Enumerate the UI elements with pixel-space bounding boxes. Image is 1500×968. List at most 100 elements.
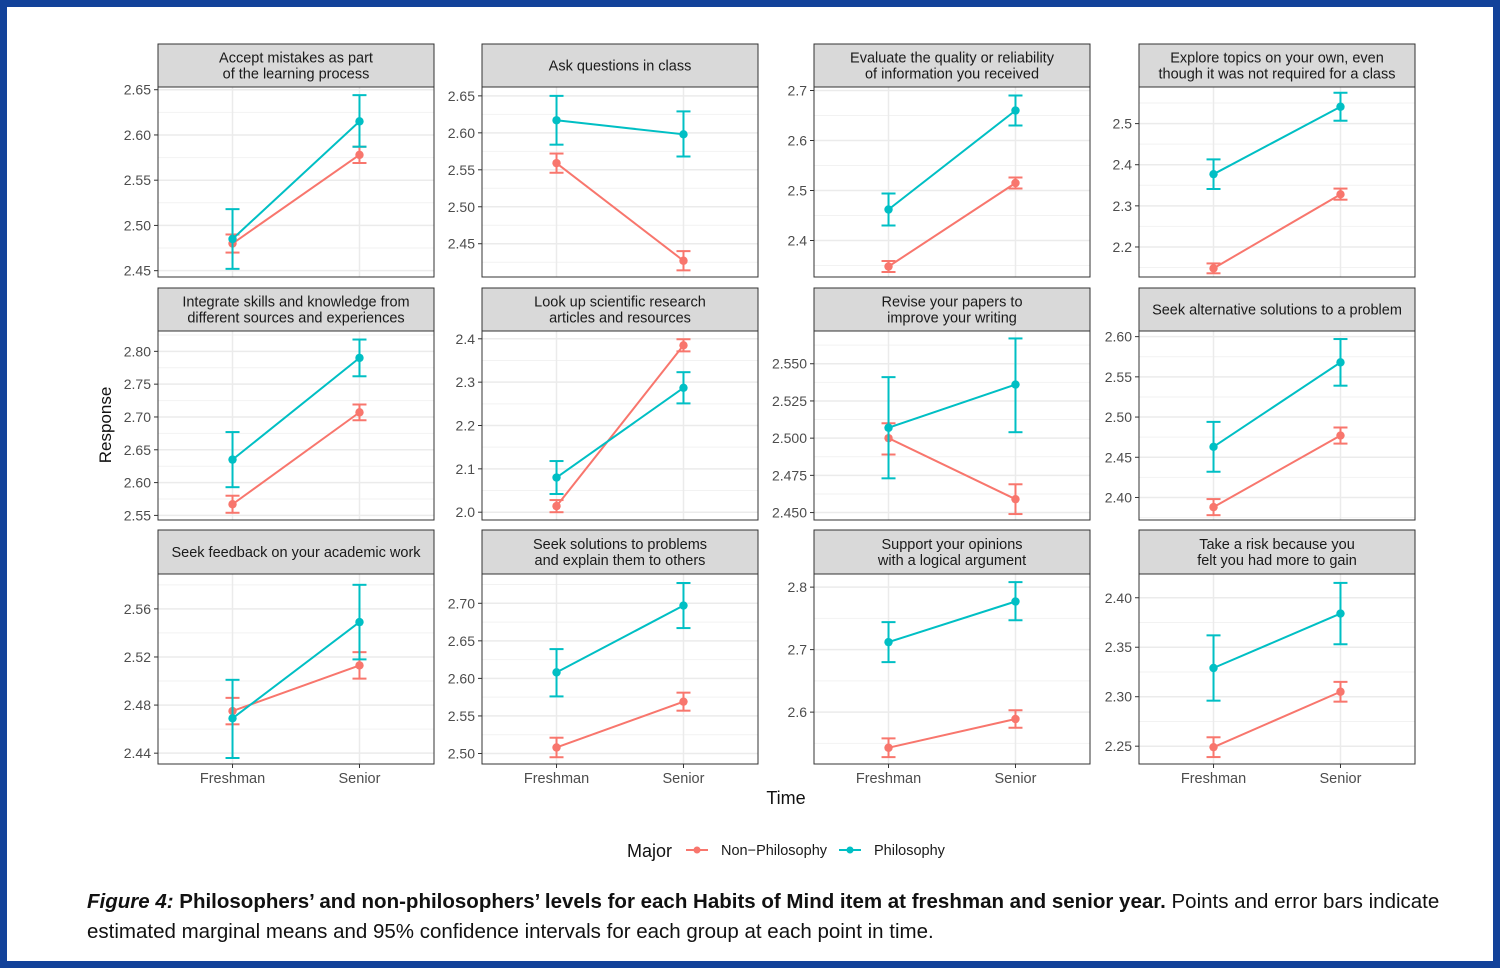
facet-title-line: of the learning process (223, 67, 370, 83)
data-point (1336, 609, 1345, 618)
facet-title-line: different sources and experiences (187, 311, 404, 327)
series-line-non-philosophy (556, 700, 684, 749)
panel-background (1139, 331, 1415, 520)
y-tick-label: 2.80 (124, 343, 151, 359)
facet-strip (157, 287, 435, 332)
y-tick-label: 2.50 (448, 199, 475, 215)
series-line-philosophy (1213, 105, 1341, 176)
data-point (228, 714, 237, 723)
y-tick-label: 2.4 (456, 331, 476, 347)
facet-title: Ask questions in class (549, 59, 692, 75)
facet-title-line: and explain them to others (535, 553, 706, 569)
y-tick-label: 2.60 (124, 127, 151, 143)
data-point (1336, 102, 1345, 111)
facet-title: Seek feedback on your academic work (171, 545, 421, 561)
x-tick-label: Freshman (856, 771, 921, 787)
y-tick-label: 2.450 (772, 505, 807, 521)
x-tick-label: Freshman (1181, 771, 1246, 787)
x-tick-label: Freshman (524, 771, 589, 787)
y-tick-label: 2.60 (448, 670, 475, 686)
y-tick-label: 2.30 (1105, 689, 1132, 705)
y-tick-label: 2.7 (788, 83, 808, 99)
data-point (1336, 358, 1345, 367)
facet-title-line: Take a risk because you (1199, 537, 1355, 553)
y-tick-label: 2.60 (1105, 329, 1132, 345)
y-tick-label: 2.65 (124, 442, 151, 458)
facet-strip (813, 529, 1091, 575)
data-point (1011, 494, 1020, 504)
data-point (552, 158, 561, 168)
data-point (884, 423, 893, 432)
series-line-philosophy (556, 119, 684, 136)
y-tick-label: 2.475 (772, 467, 807, 483)
caption-title: Philosophers’ and non-philosophers’ leve… (179, 890, 1166, 913)
legend-label: Non−Philosophy (721, 843, 828, 859)
legend-title: Major (627, 841, 672, 861)
facet-title-line: Support your opinions (881, 537, 1022, 553)
facet-panel-12: 2.25 2.30 2.35 2.40 Take a risk because youf… (1105, 529, 1416, 787)
facet-chart: 2.45 2.50 2.55 2.60 2.65 Accept mistakes as p… (7, 7, 1500, 877)
facet-title-line: though it was not required for a class (1159, 67, 1396, 83)
facet-panel-1: 2.45 2.50 2.55 2.60 2.65 Accept mistakes as p… (124, 43, 435, 279)
y-tick-label: 2.7 (788, 642, 808, 658)
x-tick-label: Senior (663, 771, 705, 787)
data-point (1011, 714, 1020, 724)
data-point (1209, 442, 1218, 452)
facet-title-line: Seek solutions to problems (533, 537, 707, 553)
series-line-philosophy (231, 120, 361, 240)
y-tick-label: 2.40 (1105, 590, 1132, 606)
panel-background (1139, 574, 1415, 764)
facet-title-line: of information you received (865, 67, 1039, 83)
y-tick-label: 2.56 (124, 601, 151, 617)
data-point (679, 341, 688, 350)
data-point (355, 117, 364, 126)
legend-key-point (846, 846, 854, 854)
y-tick-label: 2.45 (124, 263, 151, 279)
y-tick-label: 2.70 (448, 595, 475, 611)
facet-strip (481, 43, 759, 88)
facet-panel-8: 2.40 2.45 2.50 2.55 2.60 Seek alternative sol… (1105, 287, 1416, 521)
series-line-philosophy (231, 357, 361, 461)
y-tick-label: 2.60 (124, 475, 151, 491)
legend-key-point (693, 846, 701, 854)
y-tick-label: 2.6 (788, 704, 808, 720)
y-axis-title: Response (96, 387, 115, 464)
x-tick-label: Senior (995, 771, 1037, 787)
facet-title-line: Integrate skills and knowledge from (182, 295, 409, 311)
data-point (355, 617, 364, 627)
x-tick-label: Senior (1320, 771, 1362, 787)
data-point (884, 262, 893, 271)
panel-background (814, 574, 1090, 764)
y-tick-label: 2.48 (124, 697, 151, 713)
series-line-non-philosophy (1213, 690, 1341, 749)
facet-strip (481, 287, 759, 332)
facet-strip (1138, 287, 1416, 332)
legend: Major Non−Philosophy Philosophy (627, 841, 946, 861)
facet-title-line: Evaluate the quality or reliability (850, 51, 1055, 67)
series-line-philosophy (555, 386, 685, 479)
x-tick-label: Senior (339, 771, 381, 787)
data-point (228, 500, 237, 509)
facet-title-line: Accept mistakes as part (219, 51, 373, 67)
y-tick-label: 2.40 (1105, 489, 1132, 505)
series-line-philosophy (888, 383, 1016, 429)
facet-strip (1138, 529, 1416, 575)
data-point (552, 116, 561, 125)
data-point (552, 743, 561, 752)
x-axis-title: Time (766, 788, 805, 808)
series-line-philosophy (556, 604, 684, 674)
data-point (884, 743, 893, 752)
data-point (1209, 264, 1218, 273)
panel-background (482, 87, 758, 277)
series-line-philosophy (231, 621, 361, 720)
data-point (1336, 687, 1345, 696)
data-point (355, 408, 364, 417)
facet-panel-10: 2.50 2.55 2.60 2.65 2.70 Seek solutions to pr… (448, 529, 759, 787)
y-tick-label: 2.550 (772, 356, 807, 372)
y-tick-label: 2.65 (448, 88, 475, 104)
data-point (884, 637, 893, 647)
y-tick-label: 2.6 (788, 133, 808, 149)
data-point (1336, 431, 1345, 440)
facet-title-line: Explore topics on your own, even (1170, 51, 1384, 67)
y-tick-label: 2.5 (788, 183, 808, 199)
